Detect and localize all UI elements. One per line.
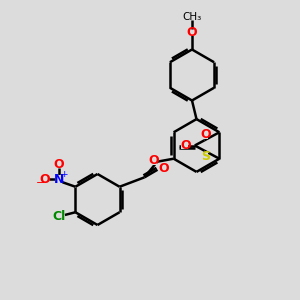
- Text: N: N: [54, 173, 64, 186]
- Text: CH₃: CH₃: [182, 12, 202, 22]
- Bar: [201, 132, 208, 139]
- Text: O: O: [181, 139, 191, 152]
- Bar: [160, 165, 166, 172]
- Text: −: −: [36, 178, 45, 188]
- Bar: [151, 158, 158, 165]
- Text: Cl: Cl: [52, 210, 65, 223]
- Text: S: S: [201, 150, 210, 163]
- Bar: [41, 176, 48, 182]
- Text: O: O: [148, 154, 159, 167]
- Text: O: O: [39, 173, 50, 186]
- Text: O: O: [159, 162, 170, 175]
- Bar: [201, 152, 208, 159]
- Text: +: +: [60, 169, 68, 178]
- Bar: [54, 213, 64, 220]
- Text: O: O: [187, 26, 197, 40]
- Bar: [189, 30, 195, 36]
- Bar: [55, 175, 63, 183]
- Bar: [56, 161, 62, 167]
- Text: O: O: [200, 128, 211, 141]
- Text: O: O: [54, 158, 64, 171]
- Bar: [181, 142, 188, 149]
